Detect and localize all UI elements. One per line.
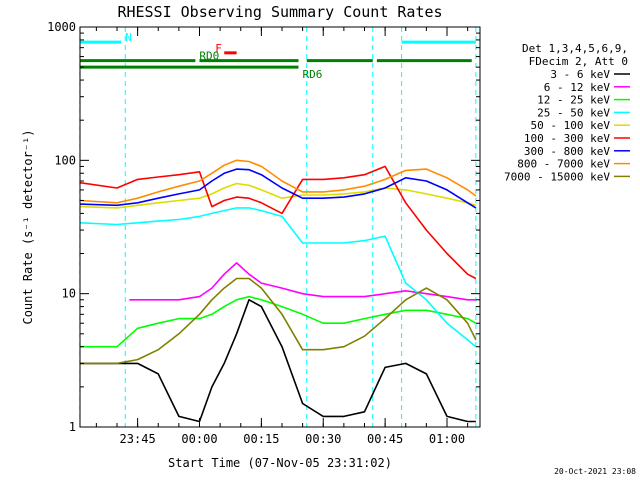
x-tick-label-4: 00:45 xyxy=(367,432,403,446)
series-line-1 xyxy=(129,262,476,301)
legend-label-7: 800 - 7000 keV xyxy=(517,158,610,171)
x-axis-label: Start Time (07-Nov-05 23:31:02) xyxy=(168,456,392,470)
legend-label-4: 50 - 100 keV xyxy=(531,119,611,132)
x-axis: 23:45 00:00 00:15 00:30 00:45 01:00 xyxy=(95,27,469,446)
series-line-7 xyxy=(79,159,477,204)
x-tick-label-5: 01:00 xyxy=(429,432,465,446)
legend-label-0: 3 - 6 keV xyxy=(550,68,610,81)
legend-header-line-1: Det 1,3,4,5,6,9, xyxy=(522,42,628,55)
series-line-5 xyxy=(79,165,477,280)
y-tick-label-0: 1 xyxy=(69,420,76,434)
series-line-0 xyxy=(79,298,476,423)
legend-label-1: 6 - 12 keV xyxy=(544,81,611,94)
legend: Det 1,3,4,5,6,9, FDecim 2, Att 0 3 - 6 k… xyxy=(504,42,630,183)
annotation-label-2: F xyxy=(215,42,222,55)
chart-title: RHESSI Observing Summary Count Rates xyxy=(117,3,442,21)
legend-label-5: 100 - 300 keV xyxy=(524,132,610,145)
y-tick-label-1: 10 xyxy=(62,287,76,301)
legend-label-2: 12 - 25 keV xyxy=(537,94,610,107)
annotation-label-0: N xyxy=(125,31,132,44)
legend-label-8: 7000 - 15000 keV xyxy=(504,170,610,183)
footer-timestamp: 20-Oct-2021 23:08 xyxy=(554,467,636,476)
series-line-4 xyxy=(79,182,477,209)
annotation-label-7: RD6 xyxy=(302,68,322,81)
legend-label-6: 300 - 800 keV xyxy=(524,145,610,158)
plot-frame xyxy=(79,26,481,428)
y-tick-label-2: 100 xyxy=(54,153,76,167)
series-line-8 xyxy=(79,277,477,365)
x-tick-label-3: 00:30 xyxy=(305,432,341,446)
x-tick-label-1: 00:00 xyxy=(181,432,217,446)
y-axis-label: Count Rate (s⁻¹ detector⁻¹) xyxy=(21,129,35,324)
series-line-6 xyxy=(79,168,477,209)
legend-label-3: 25 - 50 keV xyxy=(537,106,610,119)
series-line-3 xyxy=(79,207,477,348)
y-axis: 1 10 100 1000 xyxy=(47,20,480,434)
y-tick-label-3: 1000 xyxy=(47,20,76,34)
x-tick-label-2: 00:15 xyxy=(243,432,279,446)
x-tick-label-0: 23:45 xyxy=(120,432,156,446)
legend-header-line-2: FDecim 2, Att 0 xyxy=(529,55,628,68)
series-line-2 xyxy=(79,295,477,348)
